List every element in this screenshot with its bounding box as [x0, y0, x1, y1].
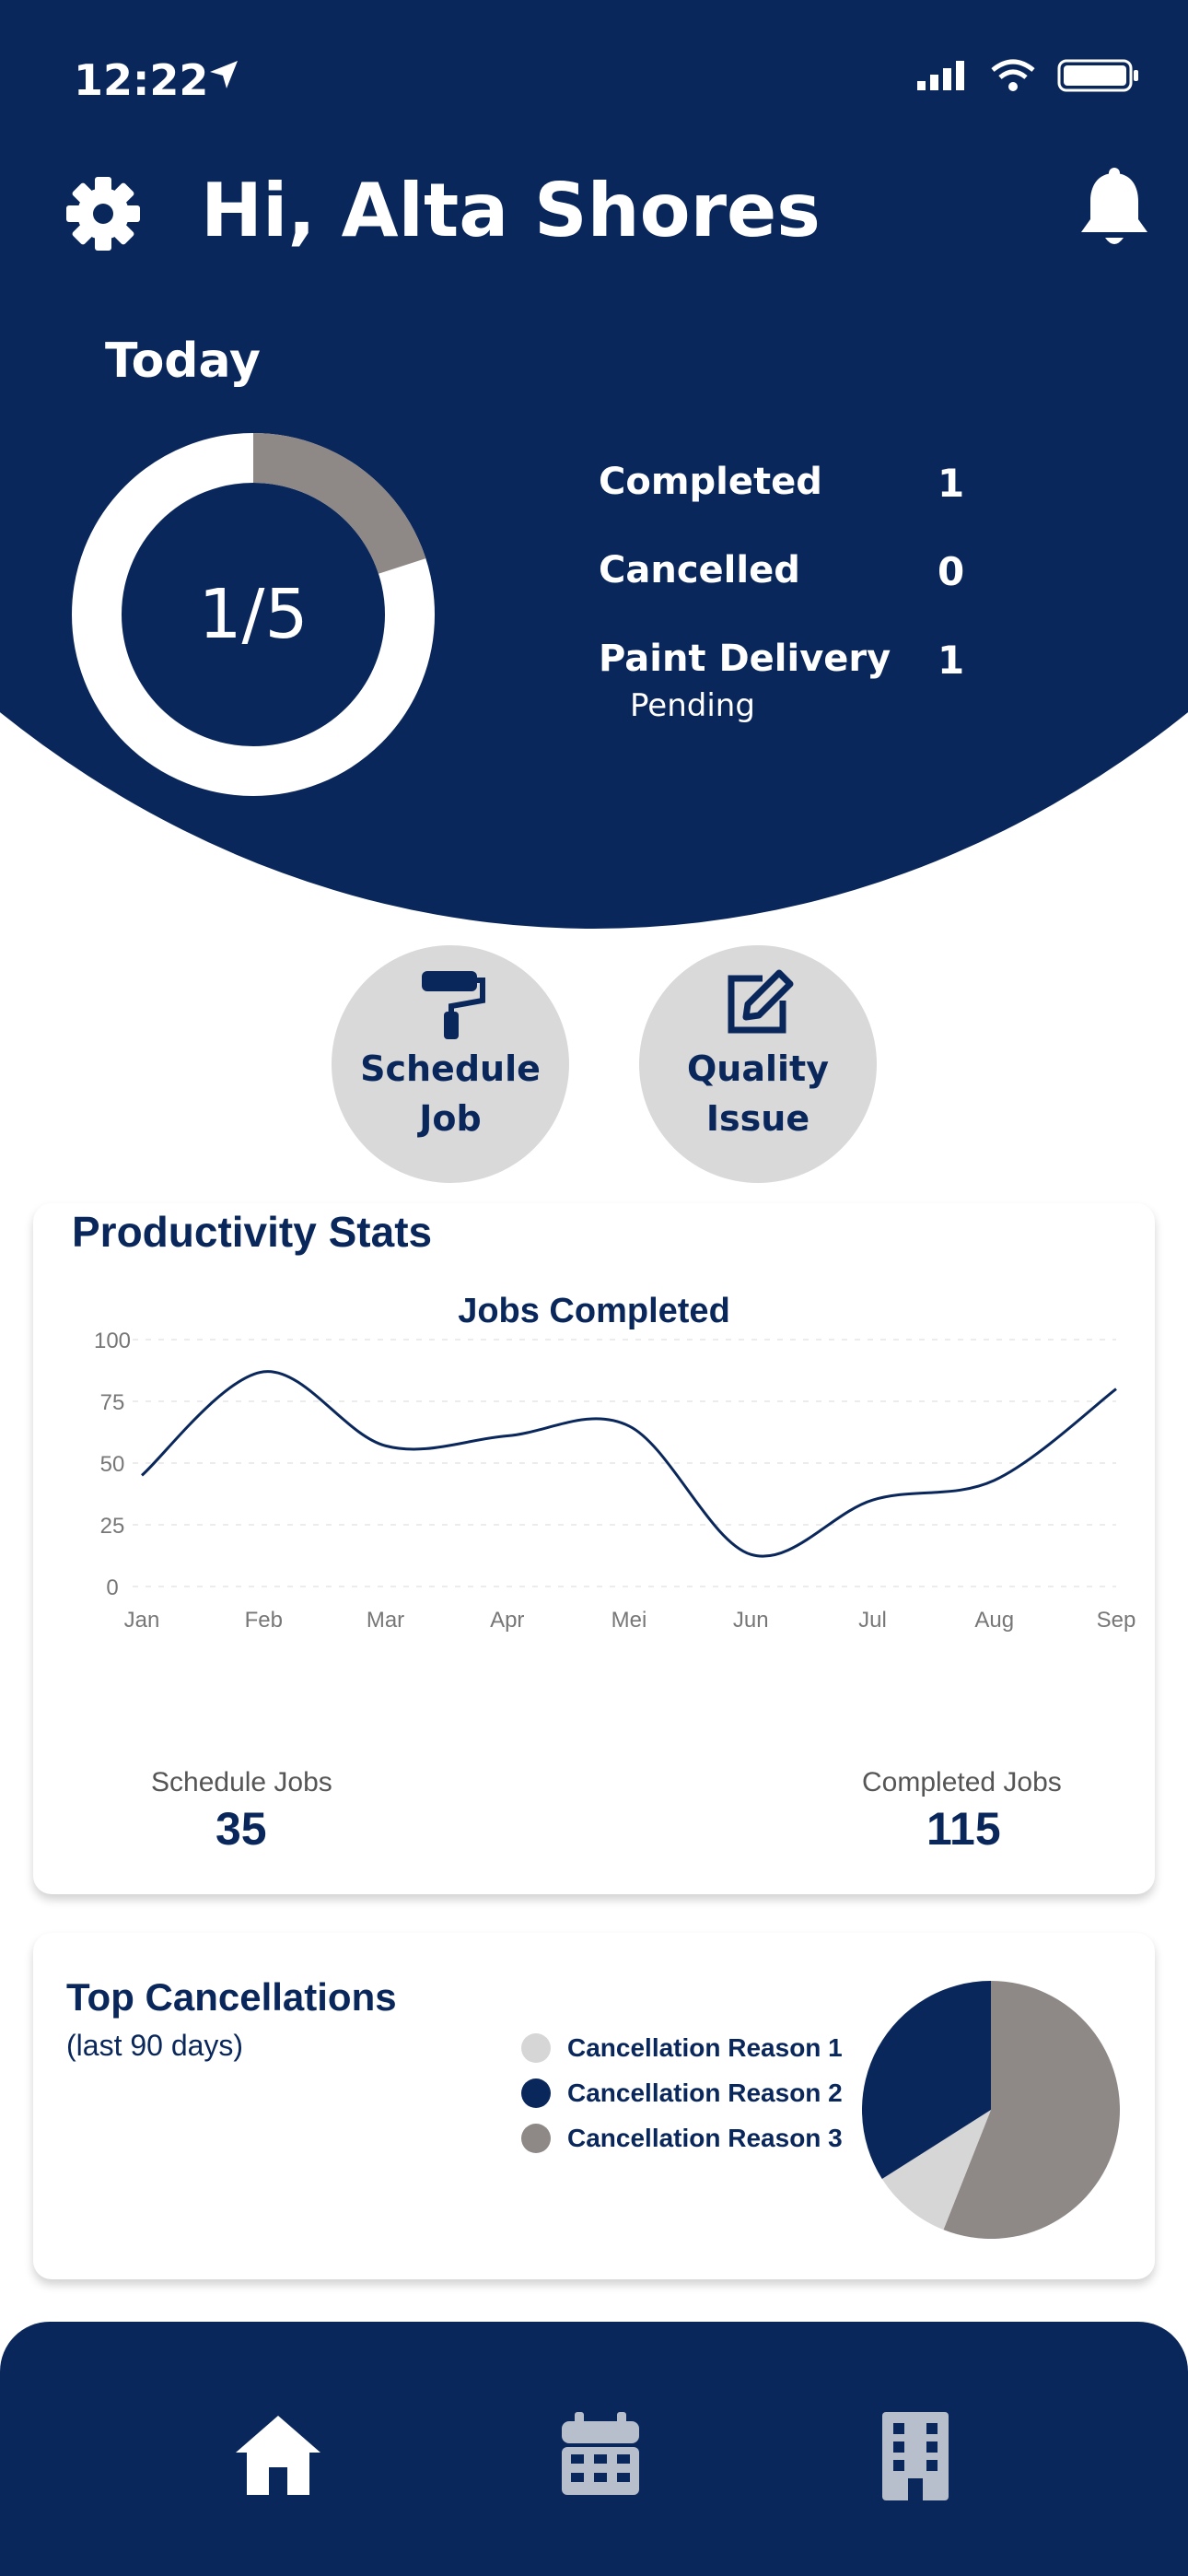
stat-label: Completed [599, 461, 822, 503]
series-line [141, 1370, 1117, 1558]
data-point [870, 1497, 876, 1503]
kpi-value-schedule-jobs: 35 [215, 1803, 267, 1855]
bottom-nav [0, 2322, 1188, 2576]
action-label-line2: Job [419, 1098, 482, 1139]
status-icons [917, 59, 1140, 92]
action-label-line1: Schedule [360, 1048, 541, 1089]
gear-icon[interactable] [64, 175, 142, 252]
today-label: Today [105, 334, 261, 389]
calendar-icon[interactable] [560, 2412, 641, 2497]
x-tick-label: Jul [858, 1608, 887, 1633]
y-tick-label: 100 [94, 1329, 131, 1353]
x-tick-label: Jan [124, 1608, 160, 1633]
productivity-card: Productivity Stats Jobs Completed 0 25 50 7… [33, 1203, 1155, 1894]
data-point [992, 1478, 997, 1483]
y-tick-label: 75 [100, 1390, 125, 1415]
stat-label: Cancelled [599, 549, 800, 591]
battery-icon [1057, 59, 1138, 92]
paint-roller-icon [422, 971, 485, 1039]
home-icon[interactable] [232, 2412, 324, 2497]
data-point [505, 1434, 510, 1439]
legend-label: Cancellation Reason 1 [567, 2032, 843, 2062]
edit-icon [728, 969, 794, 1034]
pie-slice [943, 1981, 1120, 2239]
pie-legend: Cancellation Reason 1 Cancellation Reaso… [521, 2025, 843, 2160]
stat-value: 1 [938, 461, 965, 506]
x-tick-label: Feb [245, 1608, 283, 1633]
x-tick-label: Apr [490, 1608, 524, 1633]
schedule-job-button[interactable]: Schedule Job [332, 945, 569, 1183]
legend-label: Cancellation Reason 3 [567, 2123, 843, 2152]
legend-item: Cancellation Reason 1 [521, 2025, 843, 2070]
legend-swatch [521, 2078, 551, 2108]
y-tick-label: 0 [106, 1575, 118, 1600]
location-arrow-icon [210, 61, 238, 88]
progress-donut: 1/5 [72, 433, 435, 796]
cancellations-title: Top Cancellations [66, 1975, 397, 2019]
x-tick-label: Mar [367, 1608, 404, 1633]
action-label-line1: Quality [687, 1048, 829, 1089]
signal-icon [917, 61, 964, 90]
kpi-label-completed-jobs: Completed Jobs [862, 1767, 1062, 1797]
progress-text: 1/5 [198, 575, 308, 654]
bell-icon[interactable] [1077, 168, 1151, 251]
jobs-completed-chart: 0 25 50 75 100 Jan Feb Mar Apr Mei Jun Jul Aug Sep [94, 1329, 1136, 1633]
greeting: Hi, Alta Shores [201, 168, 821, 253]
wifi-icon [991, 59, 1035, 91]
x-tick-label: Sep [1097, 1608, 1136, 1633]
building-icon[interactable] [879, 2412, 952, 2500]
x-tick-label: Jun [733, 1608, 769, 1633]
x-tick-label: Aug [974, 1608, 1014, 1633]
stat-sublabel: Pending [630, 687, 755, 724]
status-time: 12:22 [74, 55, 209, 105]
legend-item: Cancellation Reason 2 [521, 2070, 843, 2115]
y-tick-label: 25 [100, 1514, 125, 1539]
data-point [139, 1472, 145, 1478]
progress-segment [252, 433, 426, 575]
chart-title: Jobs Completed [458, 1292, 730, 1330]
stat-value: 1 [938, 638, 965, 683]
pie-slice [881, 2110, 991, 2231]
x-tick-label: Mei [611, 1608, 647, 1633]
cancellations-card: Top Cancellations (last 90 days) Cancell… [33, 1933, 1155, 2279]
legend-swatch [521, 2032, 551, 2063]
stat-value: 0 [938, 549, 965, 594]
productivity-title: Productivity Stats [72, 1208, 433, 1256]
header: 12:22 [0, 0, 1188, 929]
data-point [626, 1423, 632, 1429]
data-point [1113, 1387, 1119, 1392]
legend-item: Cancellation Reason 3 [521, 2115, 843, 2160]
pie-slice [862, 1981, 991, 2180]
cancellations-pie-chart [862, 1981, 1120, 2239]
data-point [261, 1369, 266, 1375]
action-label-line2: Issue [705, 1098, 810, 1139]
cancellations-subtitle: (last 90 days) [66, 2029, 244, 2062]
kpi-label-schedule-jobs: Schedule Jobs [151, 1767, 332, 1797]
legend-swatch [521, 2123, 551, 2153]
data-point [383, 1443, 389, 1448]
legend-label: Cancellation Reason 2 [567, 2078, 843, 2107]
quality-issue-button[interactable]: Quality Issue [639, 945, 877, 1183]
y-tick-label: 50 [100, 1452, 125, 1477]
stat-label: Paint Delivery [599, 638, 891, 680]
data-point [748, 1551, 753, 1557]
kpi-value-completed-jobs: 115 [926, 1803, 1001, 1855]
